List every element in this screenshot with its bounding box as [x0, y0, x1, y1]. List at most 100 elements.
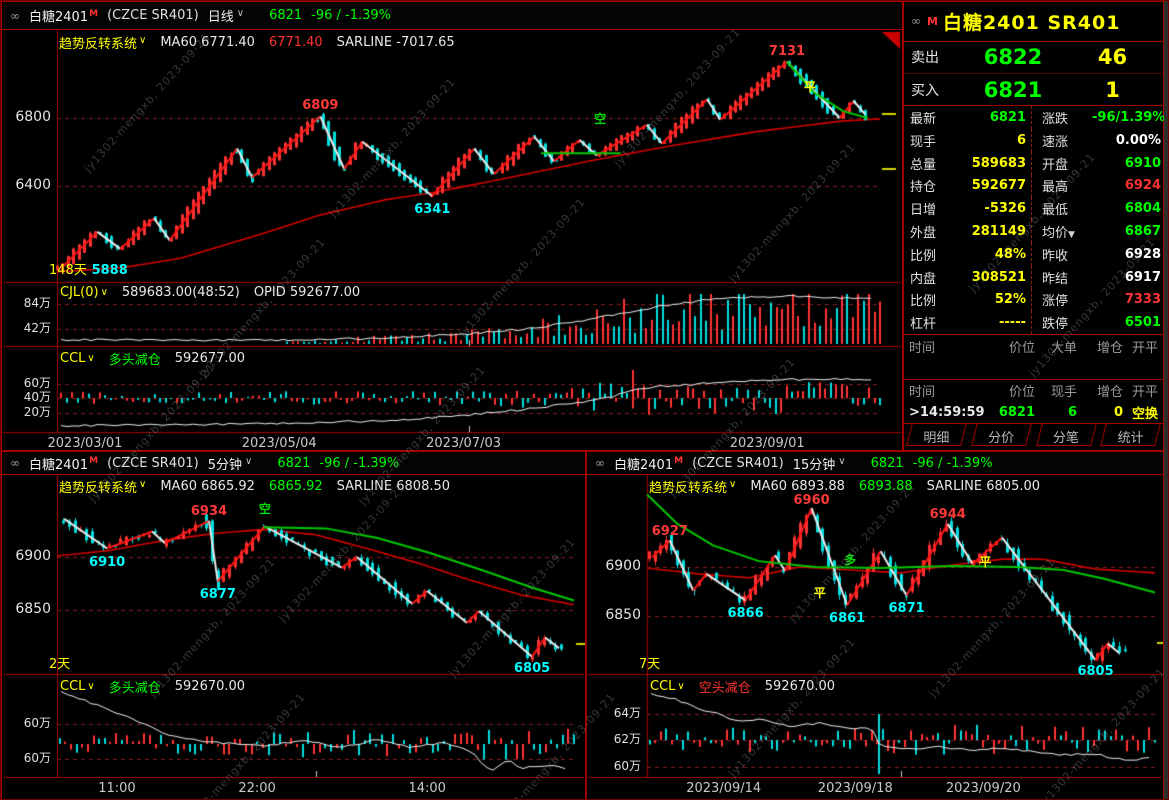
table-column-header: 开平 — [1131, 385, 1158, 401]
quote-field-value: 6501 — [1124, 315, 1161, 331]
indicator-dropdown[interactable]: 趋势反转系统 ∨ — [649, 479, 737, 496]
link-icon: ∞ — [10, 456, 20, 470]
cjl-title-bar: CJL(0) ∨ 589683.00(48:52) OPID 592677.00 — [60, 285, 360, 300]
chevron-down-icon: ∨ — [729, 479, 737, 490]
quote-field-label: 速涨 — [1042, 134, 1069, 150]
tab-4[interactable]: 统计 — [1098, 424, 1163, 450]
indicator-dropdown[interactable]: 趋势反转系统 ∨ — [59, 479, 147, 496]
bid-row: 买入 6821 1 — [904, 74, 1163, 107]
panel-quote-board: ∞ M 白糖2401 SR401 卖出 6822 46 买入 6821 1 最新… — [903, 1, 1166, 451]
quote-field-value: 6917 — [1124, 269, 1161, 285]
ccl-dropdown[interactable]: CCL ∨ — [650, 679, 685, 694]
ask-row: 卖出 6822 46 — [904, 42, 1163, 75]
main-contract-badge: M — [89, 8, 99, 19]
tick-table-header: 时间 价位 现手 增仓 开平 — [904, 380, 1163, 401]
tick-table-row: >14:59:59 6821 6 0 空换 — [904, 401, 1163, 422]
link-icon: ∞ — [911, 14, 921, 29]
table-column-header: 开平 — [1131, 341, 1158, 357]
5min-chart-canvas[interactable] — [2, 452, 585, 799]
window-edge-strip — [1164, 1, 1168, 799]
column-divider — [1031, 242, 1033, 266]
avg-price-dropdown-icon[interactable]: ▼ — [1068, 230, 1075, 241]
symbol-label: 白糖2401M — [29, 456, 99, 473]
sarline-label: SARLINE 6805.00 — [926, 479, 1041, 494]
period-dropdown-5min[interactable]: 5分钟 ∨ — [207, 455, 253, 473]
last-price-label: 6821 — [269, 8, 303, 23]
price-change-label: -96 / -1.39% — [311, 8, 392, 23]
table-column-header: 大单 — [1050, 341, 1077, 357]
period-dropdown-daily[interactable]: 日线 ∨ — [207, 8, 245, 25]
exchange-label: (CZCE SR401) — [107, 8, 199, 23]
15min-chart-canvas[interactable] — [587, 452, 1163, 799]
tick-price: 6821 — [998, 404, 1035, 420]
tab-3[interactable]: 分笔 — [1034, 424, 1099, 450]
tick-time: >14:59:59 — [909, 404, 985, 420]
ask-price: 6822 — [983, 45, 1043, 70]
quote-field-value: 6821 — [989, 110, 1026, 126]
ccl-dropdown[interactable]: CCL ∨ — [60, 679, 95, 694]
quote-field-label: 外盘 — [910, 226, 937, 242]
table-column-header: 时间 — [909, 341, 936, 357]
quote-field-label: 比例 — [910, 294, 937, 310]
ma60-value2: 6771.40 — [268, 35, 323, 50]
quote-symbol-title: 白糖2401 SR401 — [942, 11, 1121, 34]
ccl-dropdown[interactable]: CCL ∨ — [60, 351, 95, 366]
ma60-label: MA60 6771.40 — [160, 35, 255, 50]
chevron-down-icon: ∨ — [87, 681, 95, 692]
table-column-header: 增仓 — [1096, 341, 1123, 357]
main-contract-badge: M — [674, 456, 684, 467]
ccl-title-bar: CCL ∨ 空头减仓 592670.00 — [650, 677, 835, 696]
quote-field-value: -96/1.39% — [1092, 110, 1166, 126]
column-divider — [1031, 265, 1033, 289]
quote-field-label: 最低 — [1042, 203, 1069, 219]
quote-tabs: 明细 分价 分笔 统计 — [904, 422, 1163, 450]
column-divider — [1031, 220, 1033, 243]
quote-field-value: 48% — [994, 246, 1026, 262]
order-table-empty — [904, 358, 1163, 380]
quote-field-label: 日增 — [910, 203, 937, 219]
tab-1[interactable]: 明细 — [904, 424, 969, 450]
main-contract-badge: M — [89, 456, 99, 467]
table-column-header: 价位 — [1008, 341, 1035, 357]
chevron-down-icon: ∨ — [677, 681, 685, 692]
tick-oi-change: 0 — [1113, 404, 1123, 420]
ccl-title-bar: CCL ∨ 多头减仓 592677.00 — [60, 349, 245, 368]
ask-qty: 46 — [1097, 45, 1128, 70]
price-change-label: -96 / -1.39% — [912, 455, 993, 471]
quote-field-value: 308521 — [971, 269, 1026, 285]
column-divider — [1031, 311, 1033, 335]
ask-label: 卖出 — [911, 50, 939, 67]
ccl-value: 592670.00 — [764, 679, 836, 694]
15min-indicator-bar: 趋势反转系统 ∨ MA60 6893.88 6893.88 SARLINE 680… — [649, 477, 1040, 496]
daily-indicator-bar: 趋势反转系统 ∨ MA60 6771.40 6771.40 SARLINE -70… — [59, 33, 455, 52]
tick-volume: 6 — [1067, 404, 1077, 420]
table-column-header: 时间 — [909, 385, 936, 401]
quote-field-label: 涨停 — [1042, 294, 1069, 310]
ma60-label: MA60 6865.92 — [160, 479, 255, 494]
quote-field-label: 现手 — [910, 134, 937, 150]
ccl-value: 592670.00 — [174, 679, 246, 694]
quote-field-value: 7333 — [1124, 292, 1161, 308]
chevron-down-icon: ∨ — [139, 479, 147, 490]
15min-chart-header: ∞ 白糖2401M (CZCE SR401) 15分钟 ∨ 6821 -96 / … — [587, 452, 1163, 475]
quote-field-label: 内盘 — [910, 271, 937, 287]
daily-chart-canvas[interactable] — [2, 2, 902, 450]
cjl-dropdown[interactable]: CJL(0) ∨ — [60, 285, 108, 300]
cjl-value: 589683.00(48:52) — [121, 285, 240, 300]
quote-field-label: 跌停 — [1042, 317, 1069, 333]
period-dropdown-15min[interactable]: 15分钟 ∨ — [792, 455, 846, 473]
quote-field-value: 6924 — [1124, 178, 1161, 194]
column-divider — [1031, 288, 1033, 312]
tab-2[interactable]: 分价 — [969, 424, 1034, 450]
ccl-mode-label: 多头减仓 — [108, 353, 161, 368]
main-contract-badge: M — [927, 14, 938, 28]
quote-field-value: 0.00% — [1115, 132, 1161, 148]
quote-field-value: 52% — [994, 292, 1026, 308]
indicator-dropdown[interactable]: 趋势反转系统 ∨ — [59, 35, 147, 52]
last-price-label: 6821 — [870, 455, 904, 471]
quote-field-value: ----- — [999, 315, 1026, 331]
quote-field-value: 6867 — [1124, 224, 1161, 240]
quote-field-value: -5326 — [984, 201, 1026, 217]
quote-field-value: 281149 — [971, 224, 1026, 240]
